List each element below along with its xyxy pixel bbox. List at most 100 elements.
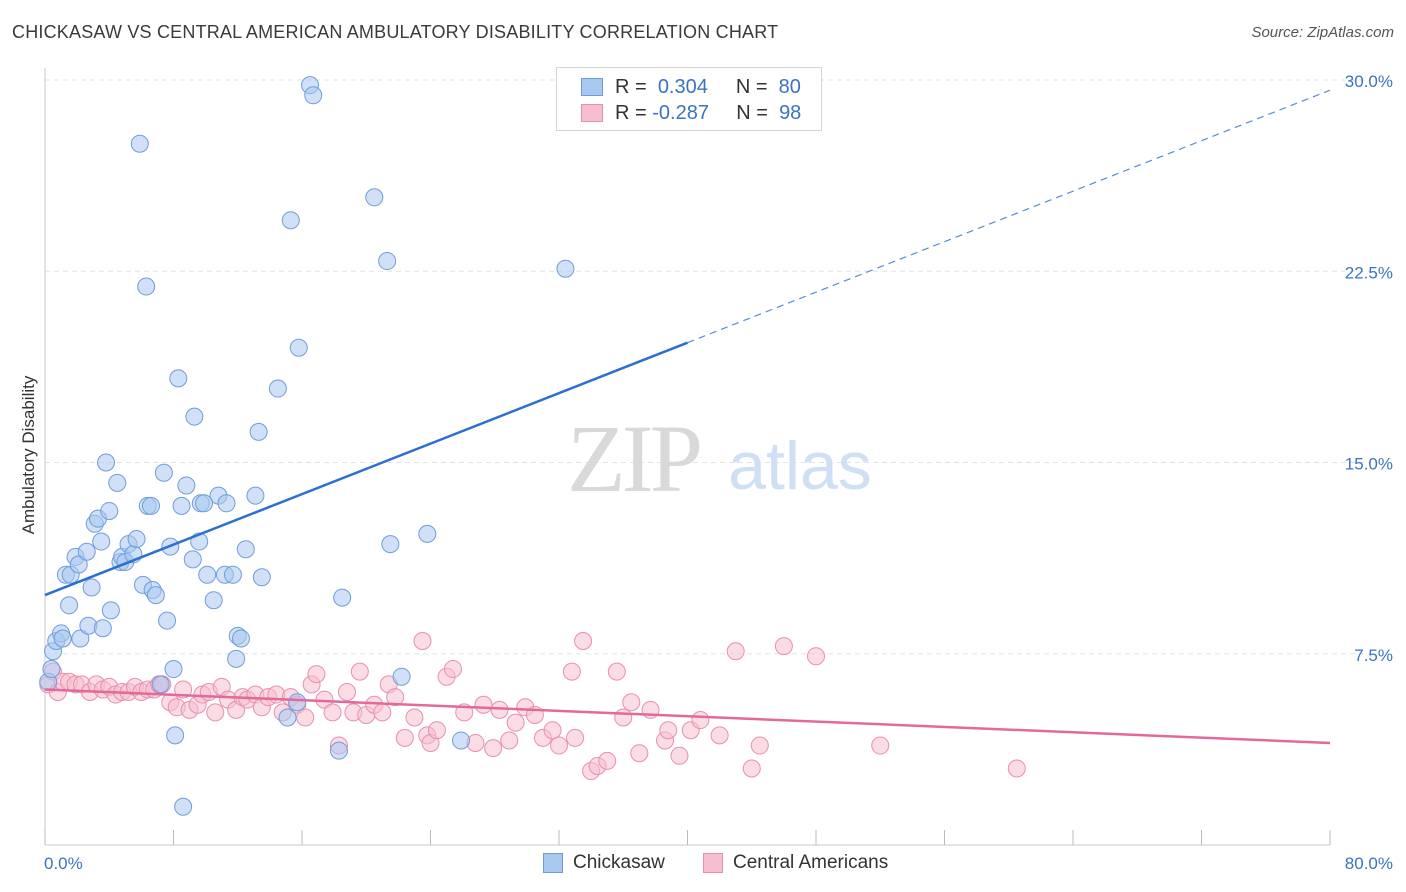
central-americans-point (474, 695, 493, 714)
chickasaw-point (130, 134, 149, 153)
chickasaw-point (158, 611, 177, 630)
r-label: R = (615, 75, 647, 98)
chickasaw-point (288, 693, 307, 712)
y-tick-label: 15.0% (1345, 455, 1393, 474)
central-americans-point (670, 746, 689, 765)
central-americans-point (691, 711, 710, 730)
central-americans-point (659, 721, 678, 740)
central-americans-point (337, 683, 356, 701)
chickasaw-point (249, 422, 268, 441)
chickasaw-point (169, 369, 188, 388)
legend-item-central-americans[interactable]: Central Americans (703, 852, 888, 874)
watermark-atlas: atlas (728, 428, 872, 504)
chickasaw-point (381, 535, 400, 554)
central-americans-point (386, 688, 405, 707)
chickasaw-point (172, 496, 191, 515)
central-americans-point (307, 665, 326, 684)
legend-row-chickasaw: R = 0.304 N = 80 (581, 74, 801, 100)
central-americans-point (742, 759, 761, 778)
central-americans-point (630, 744, 649, 763)
central-americans-point (296, 708, 315, 727)
central-americans-point (614, 708, 633, 727)
chickasaw-point (101, 601, 120, 620)
central-americans-point (871, 736, 890, 755)
central-americans-point (413, 632, 432, 650)
central-americans-point (543, 721, 562, 740)
legend-label: Central Americans (733, 852, 889, 873)
chickasaw-point (236, 540, 255, 559)
central-americans-point (484, 739, 503, 758)
chickasaw-point (556, 259, 575, 278)
n-value: 98 (779, 101, 802, 124)
central-americans-point (750, 736, 769, 755)
chickasaw-point (60, 596, 79, 615)
chickasaw-point (183, 550, 202, 569)
central-americans-swatch (581, 104, 603, 122)
chickasaw-point (77, 542, 96, 561)
central-americans-point (500, 731, 519, 750)
chickasaw-point (142, 496, 161, 515)
chickasaw-point (289, 338, 308, 357)
chickasaw-point (127, 530, 146, 548)
chickasaw-points (39, 76, 575, 816)
chickasaw-point (378, 252, 397, 271)
central-americans-point (174, 680, 193, 699)
source-label: Source: ZipAtlas.com (1251, 24, 1394, 41)
grid-lines (45, 79, 1370, 655)
chickasaw-point (333, 588, 352, 607)
trend-lines (44, 89, 1331, 745)
central-americans-point (405, 708, 424, 727)
n-label: N = (735, 75, 768, 98)
r-value: 0.304 (657, 75, 708, 98)
chickasaw-point (195, 494, 214, 513)
chickasaw-point (53, 629, 72, 648)
central-americans-trend-line (44, 688, 1331, 745)
central-americans-point (598, 751, 617, 770)
y-tick-label: 22.5% (1345, 263, 1393, 282)
chickasaw-point (82, 578, 101, 597)
chickasaw-swatch (543, 853, 563, 873)
chickasaw-point (93, 619, 112, 638)
chickasaw-point (281, 211, 300, 230)
central-americans-point (373, 703, 392, 722)
chickasaw-point (97, 453, 116, 472)
legend-label: Chickasaw (573, 852, 665, 873)
central-americans-point (1007, 759, 1026, 778)
legend-row-central: R = -0.287 N = 98 (581, 100, 801, 126)
chickasaw-point (100, 501, 119, 520)
chickasaw-point (223, 565, 242, 584)
y-tick-label: 30.0% (1345, 72, 1393, 91)
chickasaw-point (268, 379, 287, 398)
chickasaw-point (392, 667, 411, 686)
chickasaw-point (174, 797, 193, 816)
central-americans-point (443, 660, 462, 679)
watermark: ZIP atlas (567, 405, 872, 512)
chickasaw-point (198, 565, 217, 584)
chart-title: CHICKASAW VS CENTRAL AMERICAN AMBULATORY… (12, 22, 779, 42)
chickasaw-point (246, 486, 265, 505)
chickasaw-point (154, 463, 173, 482)
central-americans-point (350, 662, 369, 681)
chickasaw-point (231, 629, 250, 648)
chickasaw-point (69, 555, 88, 574)
chickasaw-point (71, 629, 90, 648)
r-value: -0.287 (652, 101, 709, 124)
chickasaw-point (146, 586, 165, 605)
chickasaw-point (166, 726, 185, 745)
chickasaw-point (185, 407, 204, 426)
legend-item-chickasaw[interactable]: Chickasaw (543, 852, 665, 874)
central-americans-points (39, 632, 1026, 781)
chickasaw-point (92, 532, 111, 551)
chickasaw-point (151, 675, 170, 694)
chickasaw-trend-line (44, 341, 688, 597)
tick-labels: 7.5% 15.0% 22.5% 30.0% 0.0% 80.0% (44, 72, 1393, 873)
chickasaw-point (365, 188, 384, 207)
chickasaw-point (137, 277, 156, 296)
central-americans-point (726, 642, 745, 661)
chickasaw-point (278, 708, 297, 727)
chickasaw-swatch (581, 78, 603, 96)
watermark-zip: ZIP (567, 405, 700, 512)
central-americans-point (206, 703, 225, 722)
chickasaw-point (108, 473, 127, 492)
